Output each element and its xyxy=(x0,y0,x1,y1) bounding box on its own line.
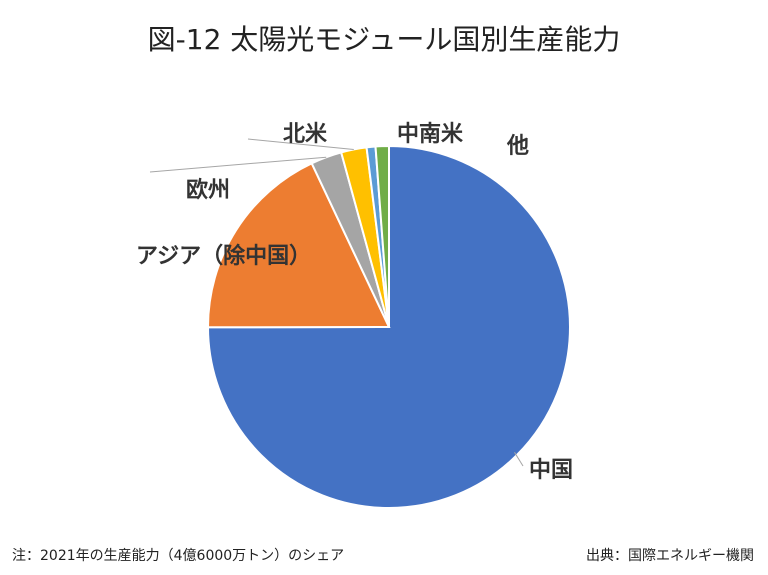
label-latin-america: 中南米 xyxy=(397,122,464,147)
label-china: 中国 xyxy=(529,458,574,483)
leader-europe xyxy=(149,156,327,173)
chart-title: 図-12 太陽光モジュール国別生産能力 xyxy=(147,23,621,56)
label-other: 他 xyxy=(507,134,530,159)
slice-asia-ex-china xyxy=(206,162,391,329)
leader-north-america xyxy=(247,138,354,150)
label-north-america: 北米 xyxy=(283,122,328,147)
slice-china xyxy=(206,144,571,509)
label-asia-ex-china: アジア（除中国） xyxy=(136,244,312,269)
footnote-source: 出典：国際エネルギー機関 xyxy=(586,548,754,564)
footnote-left: 注：2021年の生産能力（4億6000万トン）のシェア xyxy=(12,548,345,564)
leader-lines xyxy=(149,138,524,467)
leader-china xyxy=(514,452,524,467)
label-europe: 欧州 xyxy=(186,178,231,203)
slice-other xyxy=(374,144,390,328)
pie-slices xyxy=(206,144,571,509)
